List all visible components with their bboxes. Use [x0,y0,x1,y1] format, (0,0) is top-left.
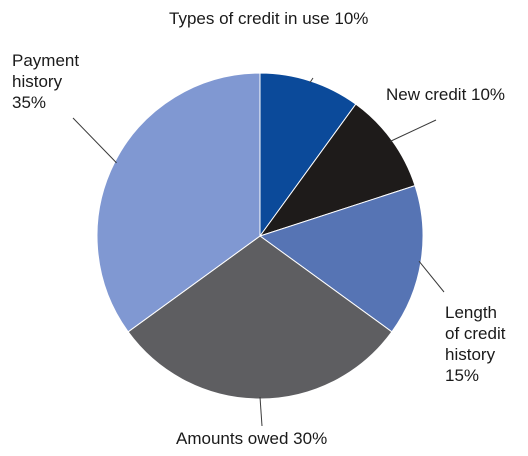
pie-slices [96,72,424,400]
pie-slice-payment-history [96,72,261,333]
pie-slice-length-of-credit-history [258,184,424,333]
label-payment-history: Payment history 35% [12,50,79,113]
label-line: Amounts owed 30% [176,429,328,448]
leader-line-amounts-owed [259,396,263,427]
label-line: of credit [445,324,506,343]
label-amounts-owed: Amounts owed 30% [176,428,327,449]
leader-line-length-of-credit-history [418,260,445,293]
pie-slice-types-of-credit-in-use [259,72,357,238]
label-line: New credit 10% [386,85,506,104]
leader-line-types-of-credit-in-use [309,77,314,84]
label-line: Payment [12,51,80,70]
leader-line-payment-history [72,117,117,164]
label-line: 15% [445,366,480,385]
label-length-of-credit-history: Length of credit history 15% [445,302,505,386]
leader-line-new-credit [390,119,437,142]
label-line: history [445,345,496,364]
label-line: Length [445,303,497,322]
label-new-credit: New credit 10% [386,84,505,105]
label-types-of-credit: Types of credit in use 10% [169,8,368,29]
label-line: 35% [12,93,47,112]
label-line: history [12,72,63,91]
label-line: Types of credit in use 10% [169,9,369,28]
leader-lines [72,77,445,427]
